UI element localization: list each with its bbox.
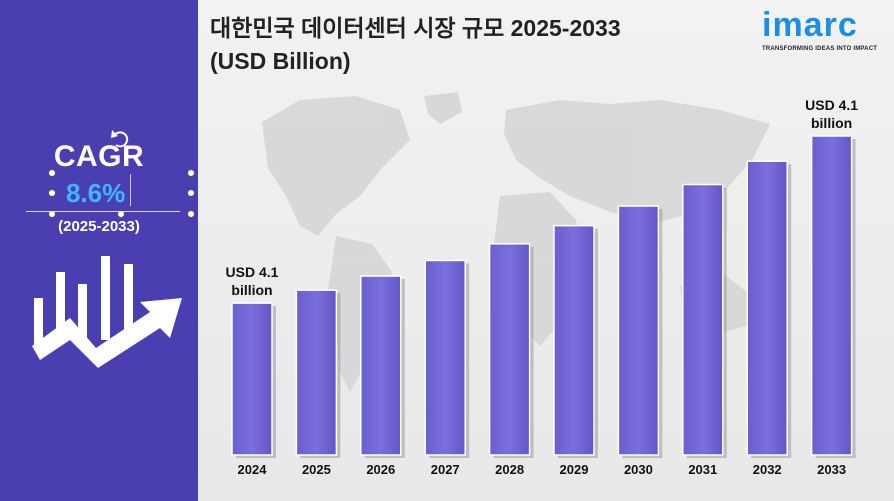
bar-2033 bbox=[810, 135, 853, 456]
logo-wordmark: imarc bbox=[762, 6, 858, 44]
x-tick-label-2027: 2027 bbox=[431, 462, 460, 477]
x-tick-label-2025: 2025 bbox=[302, 462, 331, 477]
text-cursor bbox=[130, 174, 131, 206]
x-tick-label-2028: 2028 bbox=[495, 462, 524, 477]
resize-handle-bottom-right[interactable] bbox=[187, 210, 195, 218]
data-label-2033-line1: USD 4.1 bbox=[805, 97, 858, 113]
chart-title: 대한민국 데이터센터 시장 규모 2025-2033 (USD Billion) bbox=[210, 12, 750, 78]
resize-handle-bottom-center[interactable] bbox=[117, 210, 125, 218]
data-label-2024-line1: USD 4.1 bbox=[226, 264, 279, 280]
chart-title-line2: (USD Billion) bbox=[210, 48, 351, 74]
bar-2026 bbox=[360, 275, 402, 456]
cagr-text-box[interactable]: 8.6% bbox=[52, 172, 192, 214]
resize-handle-top-right[interactable] bbox=[187, 169, 195, 177]
x-tick-label-2030: 2030 bbox=[624, 462, 653, 477]
resize-handle-bottom-left[interactable] bbox=[48, 210, 56, 218]
cagr-period: (2025-2033) bbox=[58, 218, 140, 235]
x-tick-label-2033: 2033 bbox=[817, 462, 846, 477]
data-label-2033-line2: billion bbox=[811, 115, 852, 131]
x-tick-label-2032: 2032 bbox=[753, 462, 782, 477]
x-tick-label-2026: 2026 bbox=[366, 462, 395, 477]
cagr-divider bbox=[26, 211, 180, 212]
cagr-value: 8.6% bbox=[66, 178, 126, 208]
data-label-2024-line2: billion bbox=[231, 282, 272, 298]
bar-2024 bbox=[231, 302, 273, 456]
bar-2027 bbox=[424, 259, 466, 456]
bar-2028 bbox=[488, 243, 531, 456]
chart-title-line1: 대한민국 데이터센터 시장 규모 2025-2033 bbox=[210, 15, 621, 41]
bar-2025 bbox=[295, 289, 338, 456]
resize-handle-middle-right[interactable] bbox=[187, 189, 195, 197]
imarc-logo: imarc TRANSFORMING IDEAS INTO IMPACT bbox=[762, 6, 882, 56]
cagr-label: CAGR bbox=[53, 140, 145, 173]
bar-2031 bbox=[682, 183, 724, 456]
growth-chart-icon bbox=[32, 130, 182, 368]
logo-tagline: TRANSFORMING IDEAS INTO IMPACT bbox=[762, 46, 878, 52]
bar-2030 bbox=[617, 205, 660, 456]
x-tick-label-2031: 2031 bbox=[688, 462, 717, 477]
resize-handle-middle-left[interactable] bbox=[48, 189, 56, 197]
resize-handle-top-left[interactable] bbox=[48, 169, 56, 177]
bar-2032 bbox=[746, 160, 788, 456]
x-tick-label-2024: 2024 bbox=[238, 462, 268, 477]
bar-2029 bbox=[553, 224, 595, 456]
cagr-panel: CAGR 8.6% (2025-2033) bbox=[0, 0, 198, 501]
x-tick-label-2029: 2029 bbox=[560, 462, 589, 477]
rotate-handle-icon bbox=[113, 131, 129, 148]
